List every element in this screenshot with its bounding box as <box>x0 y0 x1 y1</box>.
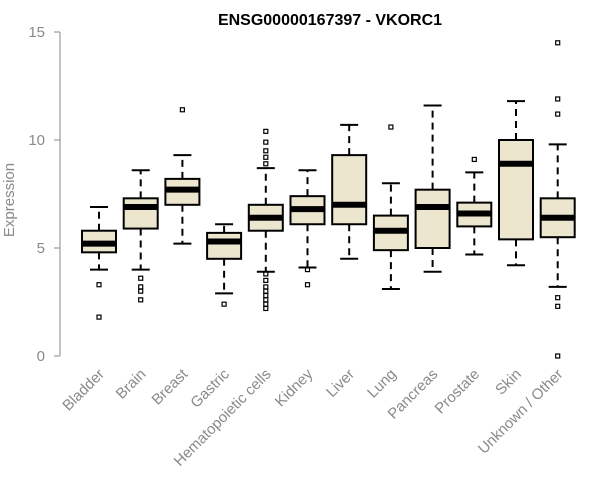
box-liver <box>331 123 368 260</box>
outlier-point <box>263 297 269 303</box>
x-tick-label: Skin <box>492 366 525 399</box>
box-unknown-other <box>539 40 576 359</box>
outlier-point <box>263 161 269 167</box>
y-tick-label: 0 <box>37 348 45 365</box>
outlier-point <box>96 314 102 320</box>
iqr-box <box>414 188 451 249</box>
box-breast <box>164 107 201 245</box>
outlier-point <box>388 124 394 130</box>
outlier-point <box>221 301 227 307</box>
box-lung <box>372 124 409 291</box>
box-kidney <box>289 169 326 288</box>
outlier-point <box>555 295 561 301</box>
iqr-box <box>498 139 534 241</box>
outlier-point <box>263 148 269 154</box>
x-tick-label: Prostate <box>432 366 484 418</box>
x-tick-label: Lung <box>364 366 400 402</box>
y-axis: 0 5 10 15 <box>28 24 61 365</box>
outlier-point <box>138 275 144 281</box>
box-pancreas <box>414 104 451 273</box>
outlier-point <box>138 284 144 290</box>
outlier-point <box>263 292 269 299</box>
outlier-point <box>555 96 561 102</box>
outlier-point <box>263 301 269 307</box>
box-skin <box>498 100 534 267</box>
y-tick-label: 10 <box>28 132 45 149</box>
outlier-point <box>555 40 561 46</box>
x-tick-label: Brain <box>113 366 150 403</box>
iqr-box <box>206 231 243 260</box>
outlier-point <box>179 107 185 113</box>
outlier-point <box>263 139 269 145</box>
outlier-point <box>555 111 561 117</box>
outlier-point <box>471 156 477 163</box>
outlier-point <box>263 154 269 160</box>
box-hematopoietic-cells <box>247 128 284 312</box>
iqr-box <box>122 197 159 230</box>
box-prostate <box>456 156 493 256</box>
outlier-point <box>555 353 561 359</box>
outlier-point <box>138 288 144 294</box>
box-bladder <box>81 205 117 320</box>
outlier-point <box>263 305 269 312</box>
y-tick-label: 5 <box>37 240 45 257</box>
x-tick-label: Breast <box>149 365 192 408</box>
outlier-point <box>263 271 269 277</box>
outlier-point <box>263 284 269 290</box>
outlier-point <box>304 282 311 288</box>
iqr-box <box>331 154 368 226</box>
x-tick-label: Kidney <box>272 365 317 410</box>
boxes-group <box>81 40 576 359</box>
x-tick-label: Liver <box>323 366 358 401</box>
outlier-point <box>304 267 311 273</box>
outlier-point <box>263 128 269 134</box>
y-axis-label: Expression <box>1 163 18 237</box>
outlier-point <box>555 303 561 309</box>
chart-title: ENSG00000167397 - VKORC1 <box>218 12 442 29</box>
outlier-point <box>96 282 102 288</box>
box-gastric <box>206 223 243 307</box>
x-tick-label: Bladder <box>59 366 108 415</box>
outlier-point <box>263 288 269 294</box>
box-brain <box>122 169 159 303</box>
outlier-point <box>263 277 269 283</box>
outlier-point <box>138 297 144 303</box>
y-tick-label: 15 <box>28 24 45 41</box>
